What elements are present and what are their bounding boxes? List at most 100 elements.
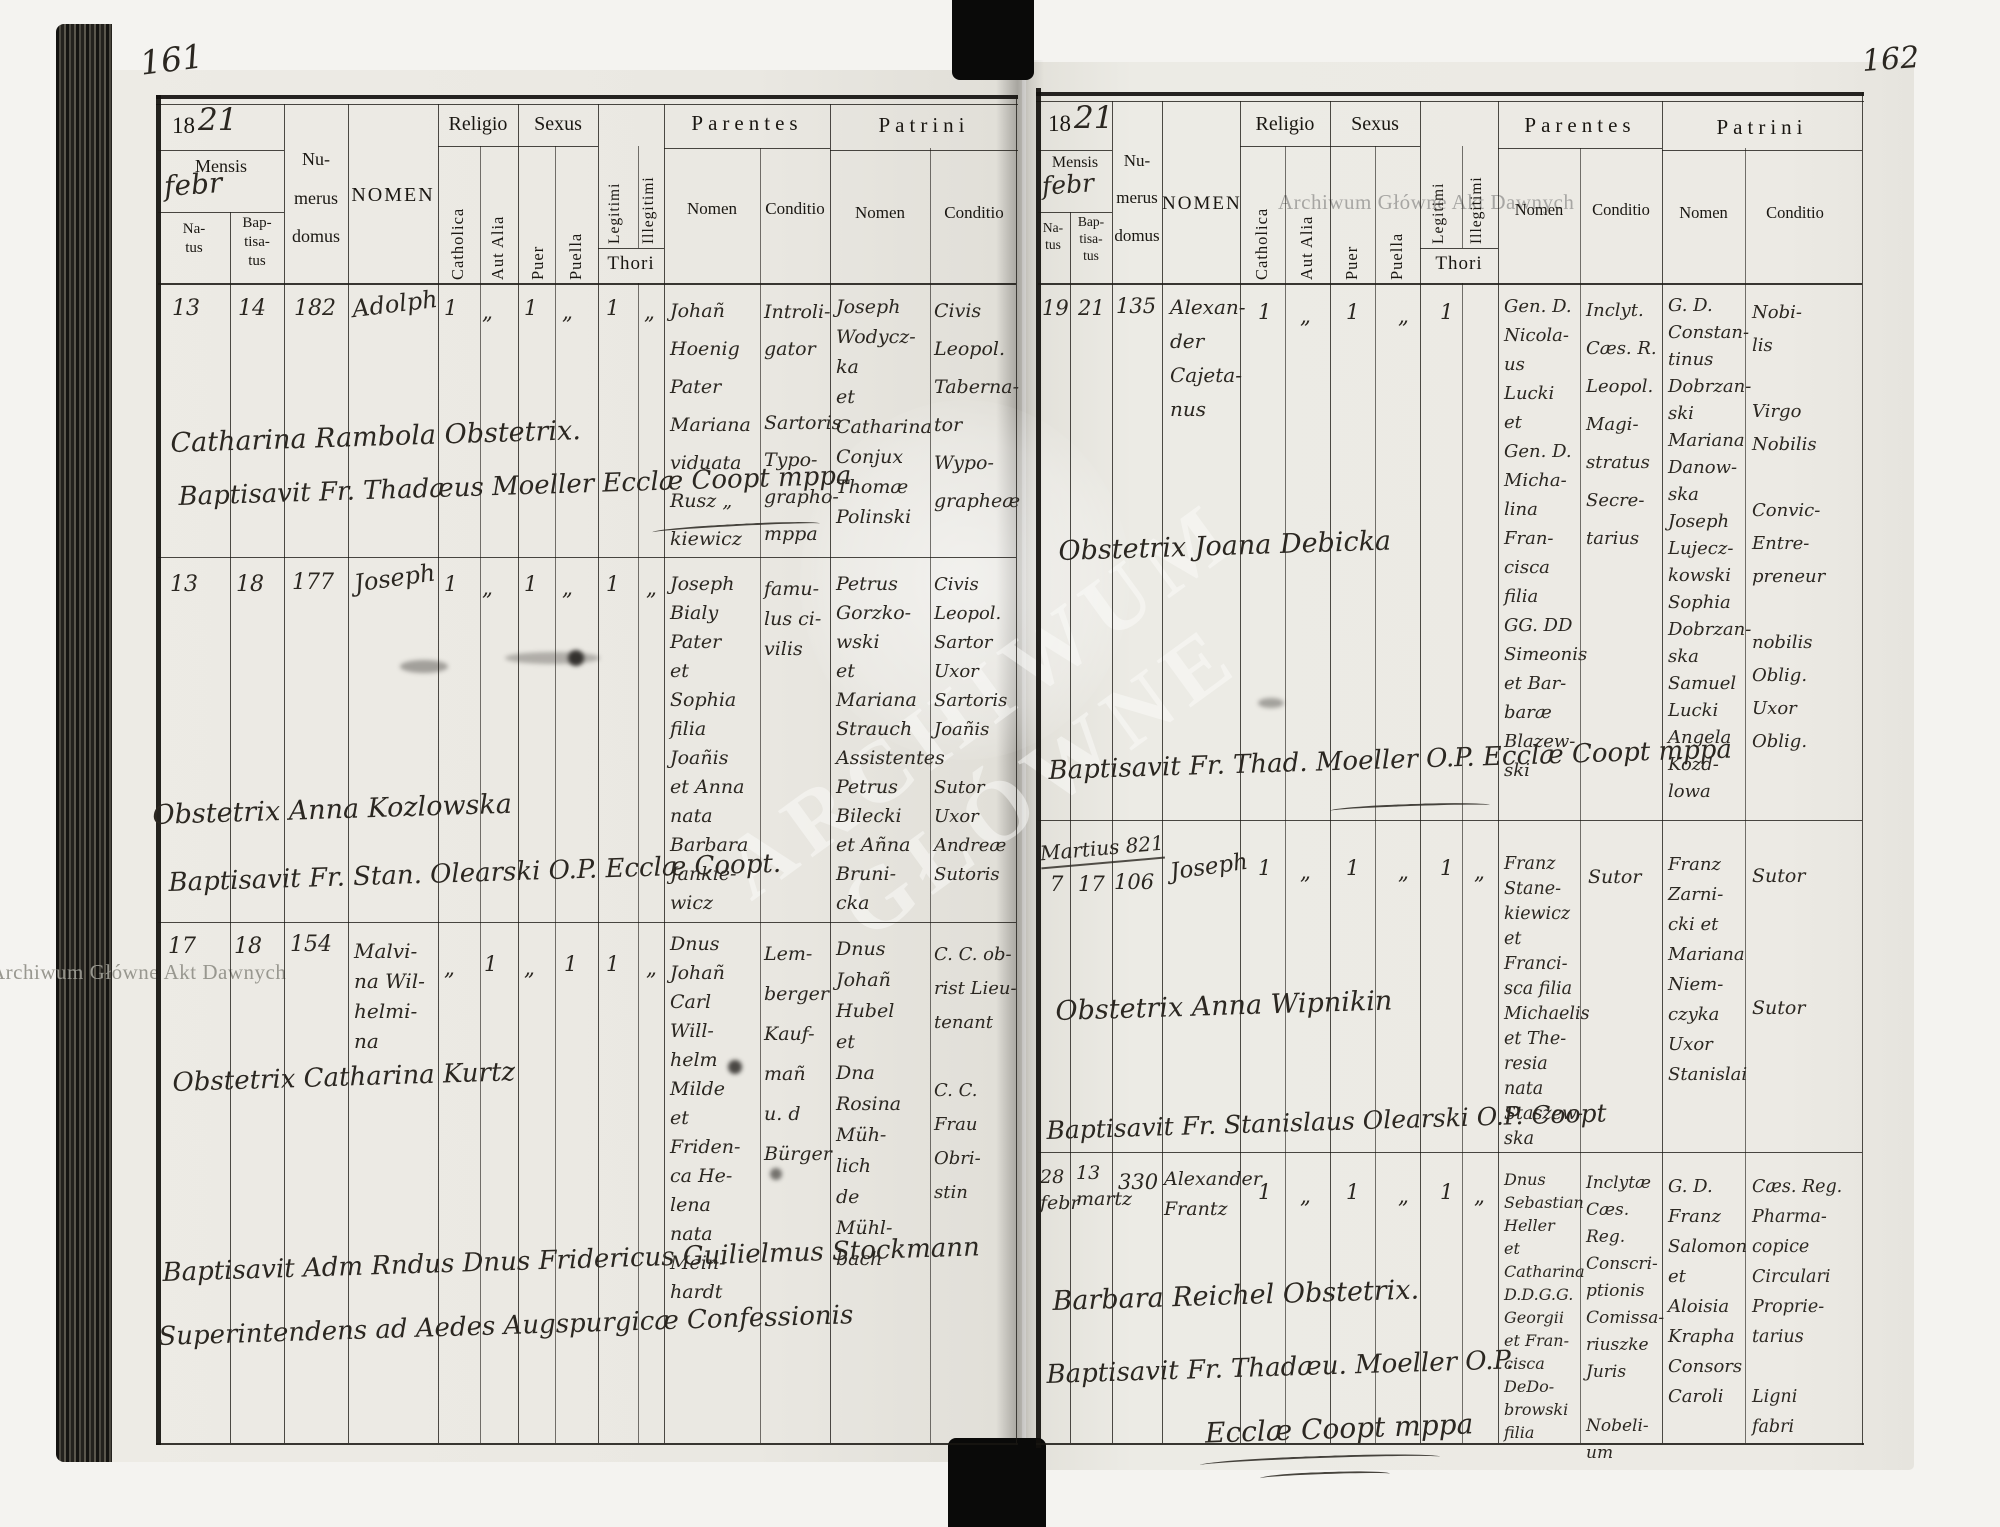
table-frame-left bbox=[156, 95, 161, 1445]
cell-patrini-conditio: Sutor Sutor bbox=[1752, 865, 1806, 1019]
cell-patrini-nomen: Joseph Wodycz- ka et Catharina Conjux Th… bbox=[836, 296, 932, 528]
cell-puella: „ bbox=[562, 576, 573, 600]
cell-parentes-nomen: Dnus Johañ Carl Will- helm Milde et Frid… bbox=[670, 933, 741, 1303]
cell-aut-alia: „ bbox=[1300, 304, 1311, 328]
cell-natus: 17 bbox=[168, 934, 196, 959]
cell-legitimi: 1 bbox=[606, 572, 620, 596]
column-line bbox=[1070, 212, 1071, 1443]
column-line bbox=[348, 104, 349, 1443]
cell-aut-alia: „ bbox=[482, 576, 493, 600]
cell-parentes-nomen: Joseph Bialy Pater et Sophia filia Joañi… bbox=[670, 573, 749, 914]
header-numerus-domus: Nu- merus domus bbox=[291, 149, 340, 247]
header-natus: Na- tus bbox=[1042, 220, 1064, 252]
cell-parentes-conditio: Inclyt. Cæs. R. Leopol. Magi- stratus Se… bbox=[1586, 300, 1657, 549]
column-line bbox=[1162, 101, 1163, 1443]
ink-smudge bbox=[568, 650, 584, 666]
year-rule bbox=[158, 150, 284, 151]
header-parentes: Parentes bbox=[691, 111, 803, 135]
cell-puer: 1 bbox=[1346, 856, 1360, 880]
column-line bbox=[480, 146, 481, 1443]
cell-patrini-nomen: Franz Zarni- cki et Mariana Niem- czyka … bbox=[1668, 854, 1748, 1085]
header-legitimi: Legitimi bbox=[606, 182, 623, 244]
religio-rule bbox=[438, 146, 518, 147]
header-parentes-conditio: Conditio bbox=[1592, 200, 1650, 219]
ink-smudge bbox=[728, 1060, 742, 1074]
cell-catholica: 1 bbox=[1258, 1180, 1272, 1204]
parentes-rule bbox=[664, 148, 830, 149]
header-thori: Thori bbox=[607, 253, 655, 274]
table-frame-top-inner bbox=[1036, 101, 1864, 102]
thori-rule bbox=[598, 248, 664, 249]
patrini-rule bbox=[830, 150, 1018, 151]
header-patrini-conditio: Conditio bbox=[944, 203, 1004, 222]
column-line bbox=[1462, 146, 1463, 248]
cell-baptisatus: 14 bbox=[238, 296, 266, 321]
cell-natus: 28 febr bbox=[1040, 1166, 1080, 1214]
archive-watermark-bottom-left: Archiwum Główne Akt Dawnych bbox=[0, 960, 287, 984]
cell-legitimi: 1 bbox=[606, 952, 620, 976]
column-line bbox=[518, 104, 519, 1443]
header-numerus-domus: Nu- merus domus bbox=[1114, 151, 1160, 245]
table-frame-top-inner bbox=[156, 104, 1018, 105]
cell-puer: 1 bbox=[1346, 1180, 1360, 1204]
header-puer: Puer bbox=[1342, 245, 1361, 280]
column-line bbox=[1285, 146, 1286, 1443]
header-patrini: Patrini bbox=[878, 113, 970, 137]
cell-baptisatus: 21 bbox=[1078, 296, 1105, 320]
binding-strip-bottom bbox=[948, 1438, 1046, 1527]
cell-legitimi: 1 bbox=[1440, 856, 1454, 880]
table-frame-bottom bbox=[156, 1443, 1018, 1445]
cell-baptisatus: 18 bbox=[234, 934, 262, 959]
cell-puella: „ bbox=[1398, 304, 1409, 328]
entry-separator bbox=[1038, 820, 1862, 821]
header-catholica: Catholica bbox=[1252, 207, 1271, 280]
entry-separator bbox=[158, 922, 1016, 923]
cell-domus: 135 bbox=[1116, 294, 1157, 318]
column-line bbox=[438, 104, 439, 1443]
column-line bbox=[1240, 101, 1241, 1443]
cell-illegitimi: „ bbox=[1474, 1184, 1485, 1208]
header-illegitimi: Illegitimi bbox=[640, 176, 657, 244]
cell-illegitimi: „ bbox=[1474, 860, 1485, 884]
column-line bbox=[638, 283, 639, 1443]
page-number-left: 161 bbox=[137, 36, 206, 83]
cell-patrini-conditio: Civis Leopol. Taberna- tor Wypo- grapheæ bbox=[934, 300, 1021, 512]
cell-domus: 154 bbox=[290, 932, 332, 957]
year-printed: 18 bbox=[172, 113, 195, 138]
cell-domus: 177 bbox=[292, 570, 334, 595]
cell-puer: 1 bbox=[1346, 300, 1360, 324]
column-line bbox=[1375, 146, 1376, 1443]
cell-aut-alia: 1 bbox=[484, 952, 498, 976]
header-bottom-rule bbox=[1038, 283, 1862, 285]
header-catholica: Catholica bbox=[448, 207, 467, 280]
column-line bbox=[1745, 148, 1746, 1443]
cell-legitimi: 1 bbox=[606, 296, 620, 320]
cell-parentes-conditio: Sutor bbox=[1588, 866, 1642, 888]
year-rule bbox=[1038, 150, 1112, 151]
entry-separator bbox=[1038, 1152, 1862, 1153]
header-patrini-nomen: Nomen bbox=[854, 203, 906, 222]
cell-legitimi: 1 bbox=[1440, 1180, 1454, 1204]
header-patrini-nomen: Nomen bbox=[1679, 203, 1728, 222]
cell-illegitimi: „ bbox=[646, 576, 657, 600]
column-line bbox=[930, 148, 931, 1443]
cell-catholica: 1 bbox=[444, 572, 458, 596]
column-line bbox=[1420, 101, 1421, 1443]
header-religio: Religio bbox=[448, 113, 508, 135]
header-sexus: Sexus bbox=[1351, 113, 1399, 135]
table-frame-left bbox=[1036, 88, 1041, 1448]
header-aut-alia: Aut Alia bbox=[488, 215, 507, 280]
column-line bbox=[1462, 283, 1463, 1443]
header-religio: Religio bbox=[1255, 113, 1315, 135]
cell-parentes-nomen: Johañ Hoenig Pater Mariana viduata Rusz … bbox=[670, 300, 751, 550]
column-line bbox=[1498, 101, 1499, 1443]
cell-baptisatus: 18 bbox=[236, 572, 264, 597]
cell-legitimi: 1 bbox=[1440, 300, 1454, 324]
cell-patrini-conditio: C. C. ob- rist Lieu- tenant C. C. Frau O… bbox=[934, 944, 1017, 1203]
table-frame-bottom bbox=[1036, 1443, 1864, 1445]
cell-patrini-nomen: G. D. Franz Salomon et Aloisia Krapha Co… bbox=[1668, 1176, 1748, 1407]
ink-smudge bbox=[770, 1168, 782, 1180]
cell-domus: 182 bbox=[294, 296, 336, 321]
cell-nomen: Alexander Frantz bbox=[1164, 1168, 1262, 1220]
column-line bbox=[555, 146, 556, 1443]
